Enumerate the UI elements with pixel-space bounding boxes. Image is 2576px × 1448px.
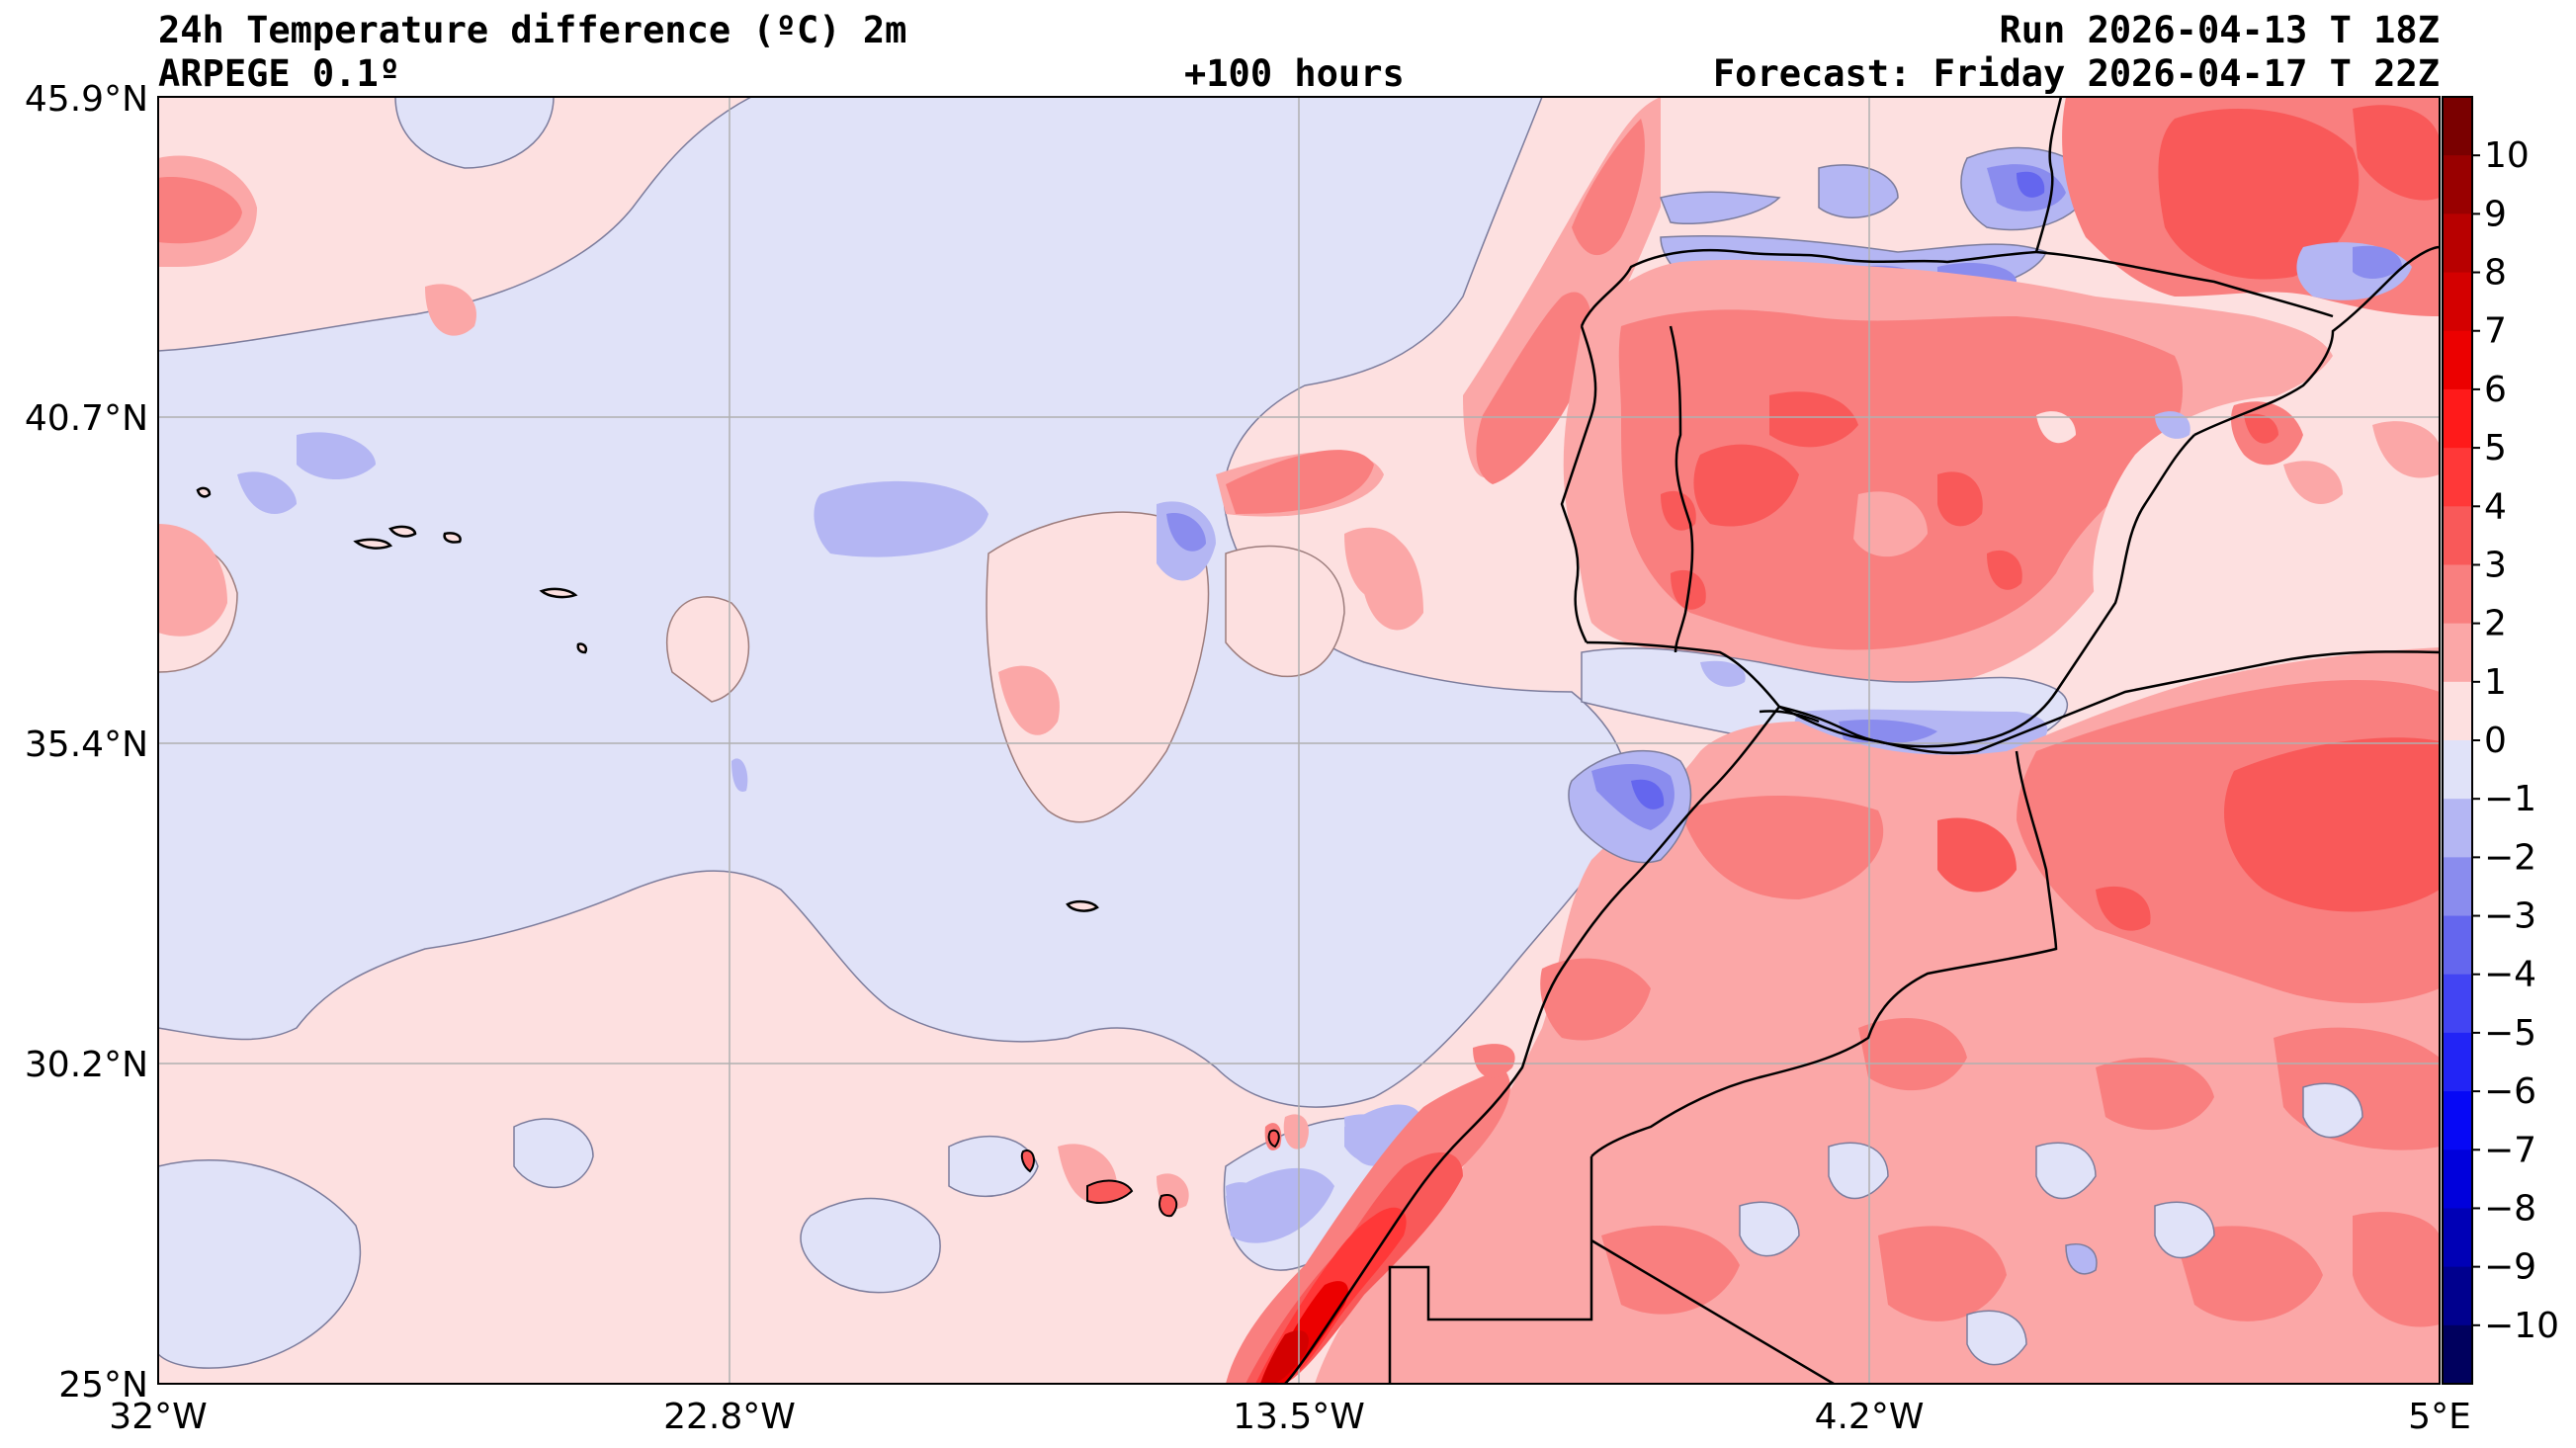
lat-label: 45.9°N <box>25 79 148 120</box>
colorbar-tick-label: −1 <box>2484 779 2536 819</box>
colorbar-swatch <box>2443 388 2472 449</box>
colorbar-tick-label: 3 <box>2484 545 2507 585</box>
colorbar-tick-label: 6 <box>2484 370 2507 410</box>
lon-axis-labels: 32°W 22.8°W 13.5°W 4.2°W 5°E <box>109 1397 2471 1437</box>
map-frame <box>157 96 2441 1385</box>
colorbar-tick-label: 8 <box>2484 253 2507 294</box>
colorbar-swatch <box>2443 506 2472 565</box>
colorbar-tick-label: −3 <box>2484 896 2536 937</box>
colorbar-swatch <box>2443 857 2472 917</box>
temperature-field <box>158 97 2440 1384</box>
colorbar-tick-label: −7 <box>2484 1130 2536 1170</box>
colorbar-tick-label: −2 <box>2484 837 2536 878</box>
colorbar-swatch <box>2443 448 2472 507</box>
colorbar-tick-label: −8 <box>2484 1188 2536 1229</box>
colorbar-swatch <box>2443 1324 2472 1385</box>
colorbar-tick-label: 0 <box>2484 721 2507 761</box>
colorbar-tick-label: 2 <box>2484 604 2507 644</box>
colorbar-swatch <box>2443 915 2472 976</box>
colorbar-swatch <box>2443 564 2472 625</box>
colorbar-swatch <box>2443 1208 2472 1268</box>
lon-label: 5°E <box>2408 1397 2471 1437</box>
colorbar-tick-label: 1 <box>2484 662 2507 703</box>
colorbar-swatch <box>2443 1266 2472 1326</box>
colorbar-tick-label: 5 <box>2484 428 2507 468</box>
colorbar-tick-label: −4 <box>2484 955 2536 995</box>
lat-label: 35.4°N <box>25 724 148 765</box>
coastlines <box>1284 97 2440 1384</box>
islands <box>196 486 1099 912</box>
lat-axis-labels: 45.9°N 40.7°N 35.4°N 30.2°N 25°N <box>25 79 148 1405</box>
colorbar-swatch <box>2443 272 2472 332</box>
colorbar-tick-label: −9 <box>2484 1247 2536 1288</box>
colorbar-swatch <box>2443 1032 2472 1092</box>
lat-label: 30.2°N <box>25 1045 148 1085</box>
colorbar-swatch <box>2443 213 2472 274</box>
colorbar-swatch <box>2443 1150 2472 1209</box>
colorbar-swatch <box>2443 330 2472 390</box>
colorbar-swatch <box>2443 740 2472 800</box>
lon-label: 32°W <box>109 1397 207 1437</box>
map-title: 24h Temperature difference (ºC) 2m <box>158 9 907 51</box>
colorbar-swatch <box>2443 155 2472 214</box>
lon-label: 4.2°W <box>1815 1397 1925 1437</box>
run-time: Run 2026-04-13 T 18Z <box>1999 9 2440 51</box>
colorbar-tick-label: 7 <box>2484 311 2507 352</box>
colorbar-tick-label: 4 <box>2484 486 2507 527</box>
colorbar-tick-label: −5 <box>2484 1013 2536 1054</box>
colorbar-tick-label: 9 <box>2484 194 2507 234</box>
lon-label: 13.5°W <box>1233 1397 1365 1437</box>
colorbar-swatch <box>2443 799 2472 858</box>
colorbar-swatch <box>2443 623 2472 683</box>
colorbar-swatch <box>2443 1091 2472 1150</box>
colorbar-swatch <box>2443 681 2472 741</box>
colorbar-tick-label: −10 <box>2484 1306 2559 1346</box>
model-label: ARPEGE 0.1º <box>158 52 401 95</box>
lon-label: 22.8°W <box>663 1397 796 1437</box>
colorbar-tick-label: 10 <box>2484 135 2530 176</box>
colorbar-swatch <box>2443 97 2472 156</box>
forecast-time: Forecast: Friday 2026-04-17 T 22Z <box>1712 52 2440 95</box>
colorbar-swatch <box>2443 974 2472 1034</box>
lat-label: 40.7°N <box>25 398 148 439</box>
lat-label: 25°N <box>58 1365 148 1405</box>
forecast-step: +100 hours <box>1184 52 1405 95</box>
colorbar-tick-label: −6 <box>2484 1071 2536 1112</box>
